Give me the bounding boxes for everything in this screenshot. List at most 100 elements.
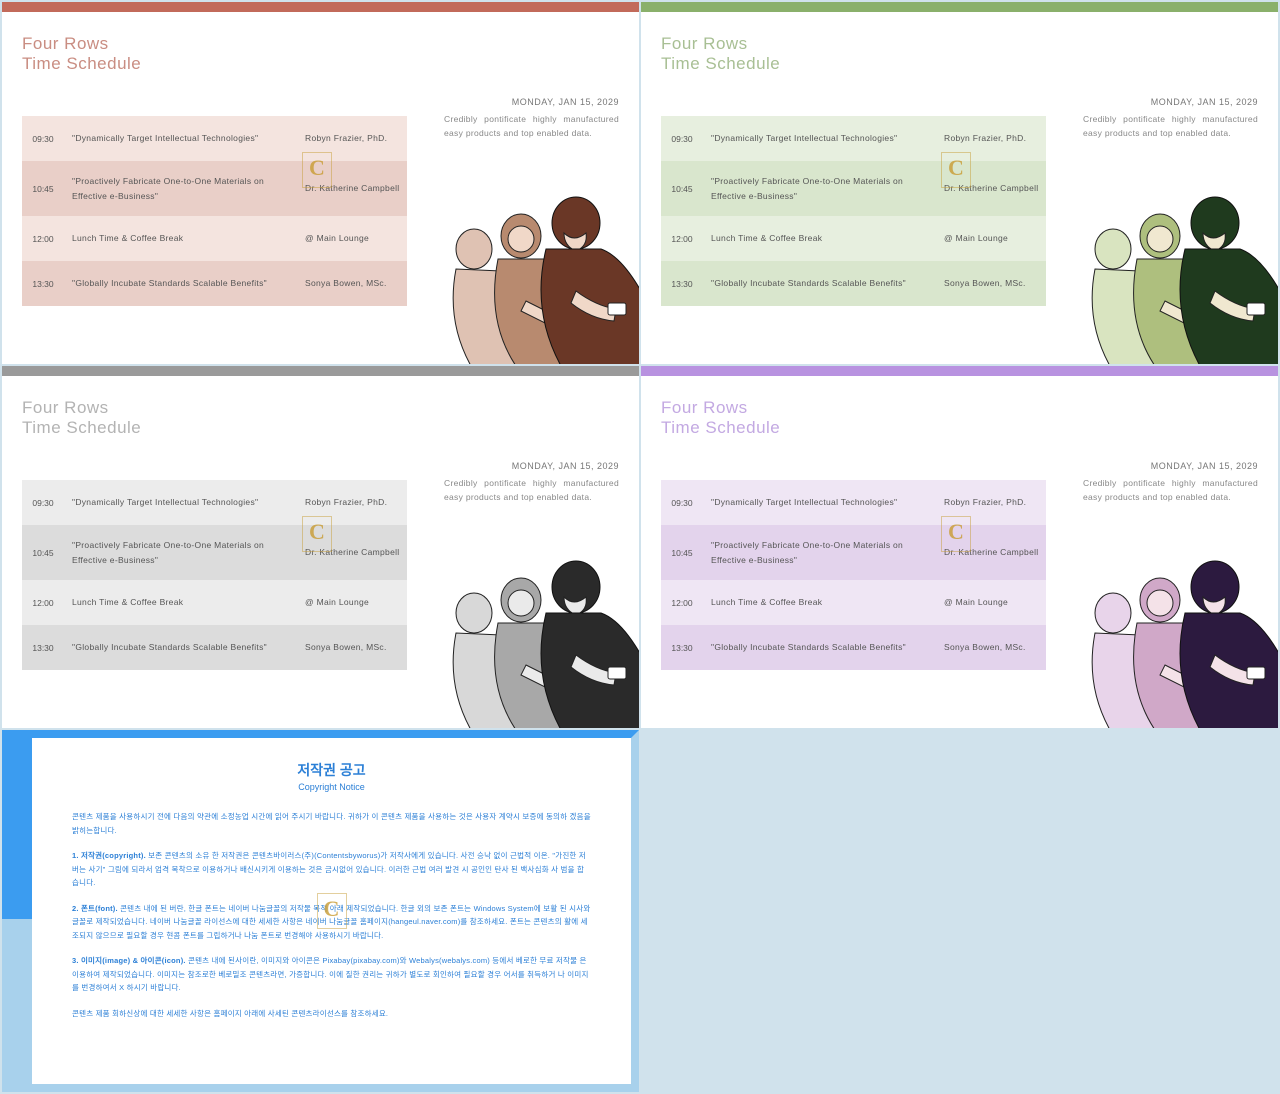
cell-time: 10:45 <box>661 176 703 202</box>
cell-topic: "Globally Incubate Standards Scalable Be… <box>64 268 299 298</box>
table-row: 13:30 "Globally Incubate Standards Scala… <box>22 261 407 306</box>
table-row: 10:45 "Proactively Fabricate One-to-One … <box>661 161 1046 216</box>
cell-speaker: Robyn Frazier, PhD. <box>938 487 1046 517</box>
table-row: 10:45 "Proactively Fabricate One-to-One … <box>22 161 407 216</box>
table-row: 13:30 "Globally Incubate Standards Scala… <box>22 625 407 670</box>
title-line1: Four Rows <box>22 34 619 54</box>
date-label: MONDAY, JAN 15, 2029 <box>512 461 619 471</box>
schedule-table: 09:30 "Dynamically Target Intellectual T… <box>661 480 1046 670</box>
description: Credibly pontificate highly manufactured… <box>1083 112 1258 141</box>
watermark-icon: C <box>941 516 971 552</box>
cell-topic: "Proactively Fabricate One-to-One Materi… <box>64 166 299 211</box>
cell-topic: "Globally Incubate Standards Scalable Be… <box>64 632 299 662</box>
description: Credibly pontificate highly manufactured… <box>444 476 619 505</box>
copyright-subtitle: Copyright Notice <box>72 782 591 792</box>
table-row: 10:45 "Proactively Fabricate One-to-One … <box>661 525 1046 580</box>
date-label: MONDAY, JAN 15, 2029 <box>1151 97 1258 107</box>
cell-topic: "Globally Incubate Standards Scalable Be… <box>703 632 938 662</box>
cell-time: 13:30 <box>661 271 703 297</box>
cell-time: 10:45 <box>22 540 64 566</box>
seated-people-illustration <box>1065 525 1278 728</box>
title-line2: Time Schedule <box>22 54 619 74</box>
description: Credibly pontificate highly manufactured… <box>1083 476 1258 505</box>
cell-topic: "Proactively Fabricate One-to-One Materi… <box>64 530 299 575</box>
cell-time: 10:45 <box>22 176 64 202</box>
schedule-slide-purple: Four Rows Time Schedule MONDAY, JAN 15, … <box>641 366 1278 728</box>
cell-time: 13:30 <box>22 635 64 661</box>
table-row: 12:00 Lunch Time & Coffee Break @ Main L… <box>22 580 407 625</box>
cell-topic: "Globally Incubate Standards Scalable Be… <box>703 268 938 298</box>
cell-speaker: Robyn Frazier, PhD. <box>938 123 1046 153</box>
schedule-slide-green: Four Rows Time Schedule MONDAY, JAN 15, … <box>641 2 1278 364</box>
schedule-table: 09:30 "Dynamically Target Intellectual T… <box>22 480 407 670</box>
cell-topic: Lunch Time & Coffee Break <box>703 223 938 253</box>
cell-time: 09:30 <box>22 490 64 516</box>
title-line1: Four Rows <box>661 34 1258 54</box>
title-line2: Time Schedule <box>661 54 1258 74</box>
table-row: 10:45 "Proactively Fabricate One-to-One … <box>22 525 407 580</box>
title-line2: Time Schedule <box>661 418 1258 438</box>
table-row: 09:30 "Dynamically Target Intellectual T… <box>22 480 407 525</box>
cell-speaker: @ Main Lounge <box>938 587 1046 617</box>
seated-people-illustration <box>426 525 639 728</box>
table-row: 09:30 "Dynamically Target Intellectual T… <box>22 116 407 161</box>
cell-topic: Lunch Time & Coffee Break <box>64 587 299 617</box>
schedule-slide-red: Four Rows Time Schedule MONDAY, JAN 15, … <box>2 2 639 364</box>
description: Credibly pontificate highly manufactured… <box>444 112 619 141</box>
cell-speaker: Sonya Bowen, MSc. <box>938 632 1046 662</box>
cell-time: 09:30 <box>661 126 703 152</box>
copyright-slide: 저작권 공고 Copyright Notice 콘텐츠 제품을 사용하시기 전에… <box>2 730 639 1092</box>
cell-speaker: Sonya Bowen, MSc. <box>938 268 1046 298</box>
date-label: MONDAY, JAN 15, 2029 <box>1151 461 1258 471</box>
table-row: 12:00 Lunch Time & Coffee Break @ Main L… <box>661 216 1046 261</box>
table-row: 13:30 "Globally Incubate Standards Scala… <box>661 261 1046 306</box>
cell-speaker: @ Main Lounge <box>299 223 407 253</box>
cell-time: 12:00 <box>661 226 703 252</box>
watermark-icon: C <box>941 152 971 188</box>
cell-topic: "Dynamically Target Intellectual Technol… <box>64 487 299 517</box>
copyright-para: 콘텐츠 제품을 사용하시기 전에 다음의 약관에 소정농업 시간에 읽어 주시기… <box>72 810 591 837</box>
title-line1: Four Rows <box>22 398 619 418</box>
title-line2: Time Schedule <box>22 418 619 438</box>
cell-speaker: Robyn Frazier, PhD. <box>299 123 407 153</box>
cell-time: 12:00 <box>22 590 64 616</box>
seated-people-illustration <box>1065 161 1278 364</box>
cell-speaker: Sonya Bowen, MSc. <box>299 632 407 662</box>
top-accent-bar <box>641 366 1278 376</box>
top-accent-bar <box>2 2 639 12</box>
copyright-para: 콘텐츠 제품 회하신상에 대한 세세한 사항은 홈페이지 아래에 사세틴 콘텐츠… <box>72 1007 591 1021</box>
cell-time: 09:30 <box>661 490 703 516</box>
schedule-slide-gray: Four Rows Time Schedule MONDAY, JAN 15, … <box>2 366 639 728</box>
cell-topic: Lunch Time & Coffee Break <box>703 587 938 617</box>
copyright-title: 저작권 공고 <box>72 760 591 780</box>
cell-speaker: Robyn Frazier, PhD. <box>299 487 407 517</box>
cell-time: 13:30 <box>661 635 703 661</box>
seated-people-illustration <box>426 161 639 364</box>
cell-topic: "Proactively Fabricate One-to-One Materi… <box>703 166 938 211</box>
table-row: 09:30 "Dynamically Target Intellectual T… <box>661 480 1046 525</box>
title-line1: Four Rows <box>661 398 1258 418</box>
top-accent-bar <box>641 2 1278 12</box>
table-row: 12:00 Lunch Time & Coffee Break @ Main L… <box>661 580 1046 625</box>
top-accent-bar <box>2 366 639 376</box>
cell-time: 10:45 <box>661 540 703 566</box>
cell-topic: "Dynamically Target Intellectual Technol… <box>703 123 938 153</box>
schedule-table: 09:30 "Dynamically Target Intellectual T… <box>22 116 407 306</box>
cell-time: 09:30 <box>22 126 64 152</box>
cell-speaker: Sonya Bowen, MSc. <box>299 268 407 298</box>
watermark-icon: C <box>302 516 332 552</box>
table-row: 13:30 "Globally Incubate Standards Scala… <box>661 625 1046 670</box>
cell-topic: "Proactively Fabricate One-to-One Materi… <box>703 530 938 575</box>
copyright-para: 3. 이미지(image) & 아이콘(icon). 콘텐츠 내에 된사이란, … <box>72 954 591 995</box>
schedule-table: 09:30 "Dynamically Target Intellectual T… <box>661 116 1046 306</box>
cell-topic: Lunch Time & Coffee Break <box>64 223 299 253</box>
watermark-icon: C <box>302 152 332 188</box>
table-row: 12:00 Lunch Time & Coffee Break @ Main L… <box>22 216 407 261</box>
cell-time: 13:30 <box>22 271 64 297</box>
cell-time: 12:00 <box>661 590 703 616</box>
cell-speaker: @ Main Lounge <box>938 223 1046 253</box>
watermark-icon: C <box>317 893 347 929</box>
table-row: 09:30 "Dynamically Target Intellectual T… <box>661 116 1046 161</box>
cell-time: 12:00 <box>22 226 64 252</box>
cell-topic: "Dynamically Target Intellectual Technol… <box>703 487 938 517</box>
